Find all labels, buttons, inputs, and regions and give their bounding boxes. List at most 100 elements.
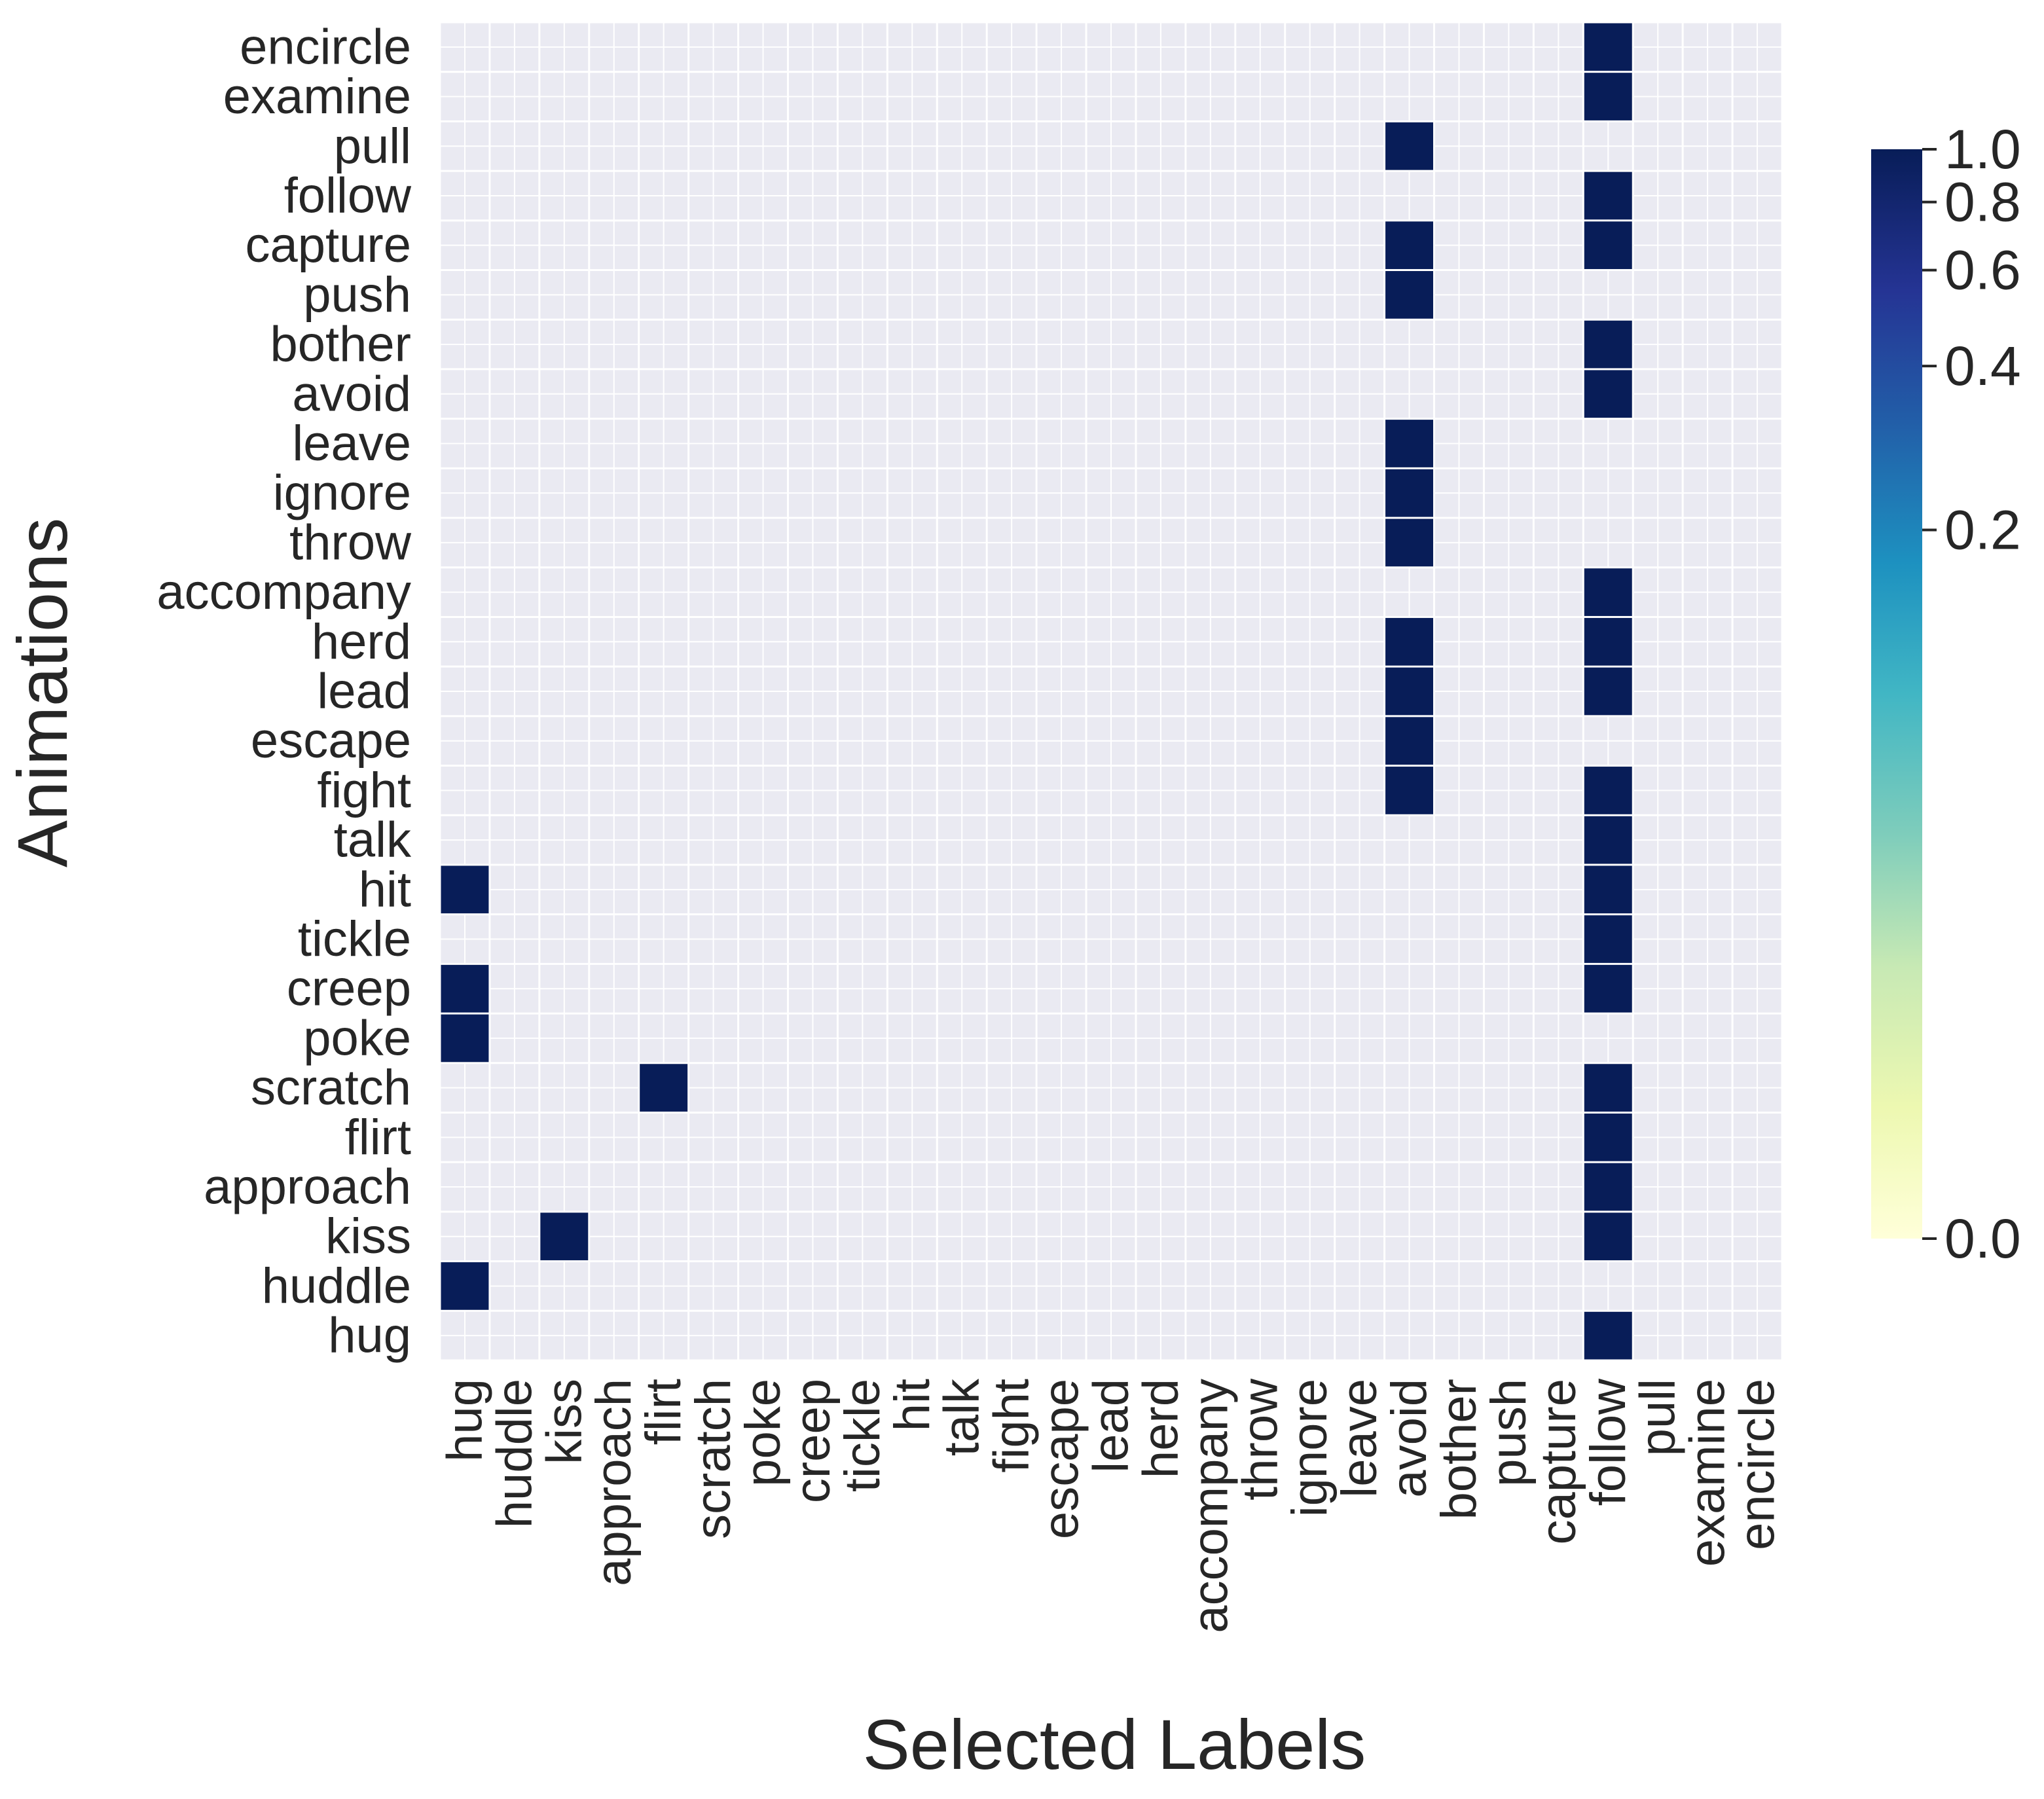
y-tick-label: flirt — [345, 1110, 411, 1165]
heatmap-cell-scratch-follow — [1584, 1064, 1632, 1112]
heatmap-cell-examine-follow — [1584, 73, 1632, 120]
y-tick-label: leave — [292, 416, 411, 471]
x-tick-label: avoid — [1381, 1379, 1437, 1498]
x-tick-label: creep — [785, 1379, 841, 1503]
x-axis-label: Selected Labels — [863, 1705, 1366, 1784]
y-tick-label: poke — [303, 1010, 411, 1066]
x-tick-label: fight — [984, 1379, 1040, 1473]
y-tick-label: hug — [328, 1308, 411, 1364]
x-tick-label: escape — [1034, 1379, 1089, 1539]
heatmap-cell-herd-avoid — [1385, 617, 1434, 666]
heatmap-cell-talk-follow — [1584, 816, 1632, 864]
y-tick-label: follow — [284, 168, 412, 223]
colorbar-tick-label: 1.0 — [1944, 118, 2021, 180]
heatmap-cell-bother-follow — [1584, 320, 1632, 369]
x-tick-label: herd — [1133, 1379, 1188, 1478]
x-tick-label: throw — [1232, 1378, 1288, 1500]
heatmap-cell-capture-follow — [1584, 221, 1632, 270]
y-tick-label: avoid — [292, 366, 411, 422]
y-tick-label: tickle — [298, 911, 411, 967]
y-tick-label: capture — [246, 217, 412, 273]
heatmap-cell-hit-hug — [441, 865, 489, 914]
colorbar: 0.0 0.2 0.4 0.6 0.81.0 — [1871, 118, 2021, 1269]
y-tick-label: accompany — [156, 564, 411, 620]
x-tick-label: approach — [586, 1379, 642, 1586]
y-tick-label: bother — [270, 317, 412, 373]
x-tick-labels: hughuddlekissapproachflirtscratchpokecre… — [437, 1378, 1785, 1633]
heatmap-cell-poke-hug — [441, 1014, 489, 1063]
y-tick-label: huddle — [262, 1258, 411, 1314]
heatmap-cell-lead-follow — [1584, 667, 1632, 716]
colorbar-ticks: 0.0 0.2 0.4 0.6 0.81.0 — [1922, 118, 2021, 1269]
y-tick-label: escape — [251, 713, 411, 769]
heatmap-cell-flirt-follow — [1584, 1113, 1632, 1161]
heatmap-cell-tickle-follow — [1584, 915, 1632, 963]
y-tick-label: push — [303, 267, 411, 323]
heatmap-cell-kiss-follow — [1584, 1212, 1632, 1261]
heatmap-cell-hit-follow — [1584, 865, 1632, 914]
x-tick-label: leave — [1332, 1379, 1387, 1498]
heatmap-cell-lead-avoid — [1385, 667, 1434, 716]
heatmap-cell-creep-follow — [1584, 964, 1632, 1013]
heatmap-cell-encircle-follow — [1584, 23, 1632, 71]
y-tick-label: creep — [287, 961, 411, 1017]
colorbar-tick-label: 0.8 — [1944, 172, 2021, 233]
y-tick-label: throw — [289, 515, 412, 570]
heatmap-cell-scratch-flirt — [640, 1064, 688, 1112]
x-tick-label: huddle — [486, 1379, 542, 1528]
y-tick-label: ignore — [273, 465, 411, 521]
x-tick-label: push — [1481, 1379, 1537, 1487]
y-tick-label: lead — [317, 664, 411, 719]
y-tick-label: pull — [334, 118, 411, 174]
y-tick-label: hit — [359, 862, 411, 917]
heatmap-cell-push-avoid — [1385, 271, 1434, 319]
colorbar-tick-label: 0.0 — [1944, 1208, 2021, 1269]
y-tick-label: examine — [223, 69, 411, 124]
heatmap-cell-throw-avoid — [1385, 518, 1434, 567]
plot-area — [439, 21, 1783, 1362]
x-tick-label: flirt — [636, 1379, 691, 1445]
heatmap-cell-kiss-kiss — [540, 1212, 589, 1261]
x-tick-label: hit — [885, 1379, 940, 1431]
heatmap-cell-leave-avoid — [1385, 420, 1434, 467]
x-tick-label: lead — [1084, 1379, 1139, 1473]
heatmap-cell-huddle-hug — [441, 1262, 489, 1310]
x-tick-label: kiss — [536, 1379, 592, 1464]
y-tick-label: approach — [204, 1159, 411, 1215]
colorbar-tick-label: 0.4 — [1944, 335, 2021, 397]
y-tick-labels: encircleexaminepullfollowcapturepushboth… — [156, 19, 412, 1363]
heatmap-cell-fight-avoid — [1385, 767, 1434, 814]
x-tick-label: encircle — [1730, 1379, 1785, 1550]
y-tick-label: kiss — [325, 1208, 411, 1264]
colorbar-tick-label: 0.2 — [1944, 500, 2021, 561]
x-tick-label: tickle — [835, 1379, 890, 1492]
heatmap-cell-pull-avoid — [1385, 122, 1434, 170]
x-tick-label: talk — [934, 1378, 990, 1456]
x-tick-label: accompany — [1182, 1379, 1238, 1633]
y-tick-label: talk — [334, 812, 412, 868]
heatmap-cell-hug-follow — [1584, 1311, 1632, 1360]
y-tick-label: scratch — [251, 1060, 411, 1116]
x-tick-label: hug — [437, 1379, 492, 1462]
heatmap-cell-ignore-avoid — [1385, 469, 1434, 517]
x-tick-label: pull — [1630, 1379, 1686, 1456]
heatmap-cell-fight-follow — [1584, 767, 1632, 814]
heatmap-cell-capture-avoid — [1385, 221, 1434, 270]
colorbar-gradient — [1871, 149, 1922, 1239]
x-tick-label: scratch — [685, 1379, 741, 1539]
colorbar-tick-label: 0.6 — [1944, 240, 2021, 301]
x-tick-label: follow — [1580, 1378, 1636, 1506]
y-tick-label: herd — [312, 614, 411, 670]
heatmap-cell-approach-follow — [1584, 1163, 1632, 1211]
x-tick-label: capture — [1531, 1379, 1586, 1545]
heatmap-cell-follow-follow — [1584, 172, 1632, 220]
x-tick-label: examine — [1680, 1379, 1736, 1567]
x-tick-label: bother — [1431, 1379, 1487, 1520]
y-tick-label: encircle — [240, 19, 411, 75]
heatmap-cell-herd-follow — [1584, 617, 1632, 666]
heatmap-cell-accompany-follow — [1584, 568, 1632, 616]
heatmap-cells — [441, 23, 1632, 1360]
y-tick-label: fight — [317, 763, 411, 818]
x-tick-label: poke — [735, 1379, 791, 1487]
